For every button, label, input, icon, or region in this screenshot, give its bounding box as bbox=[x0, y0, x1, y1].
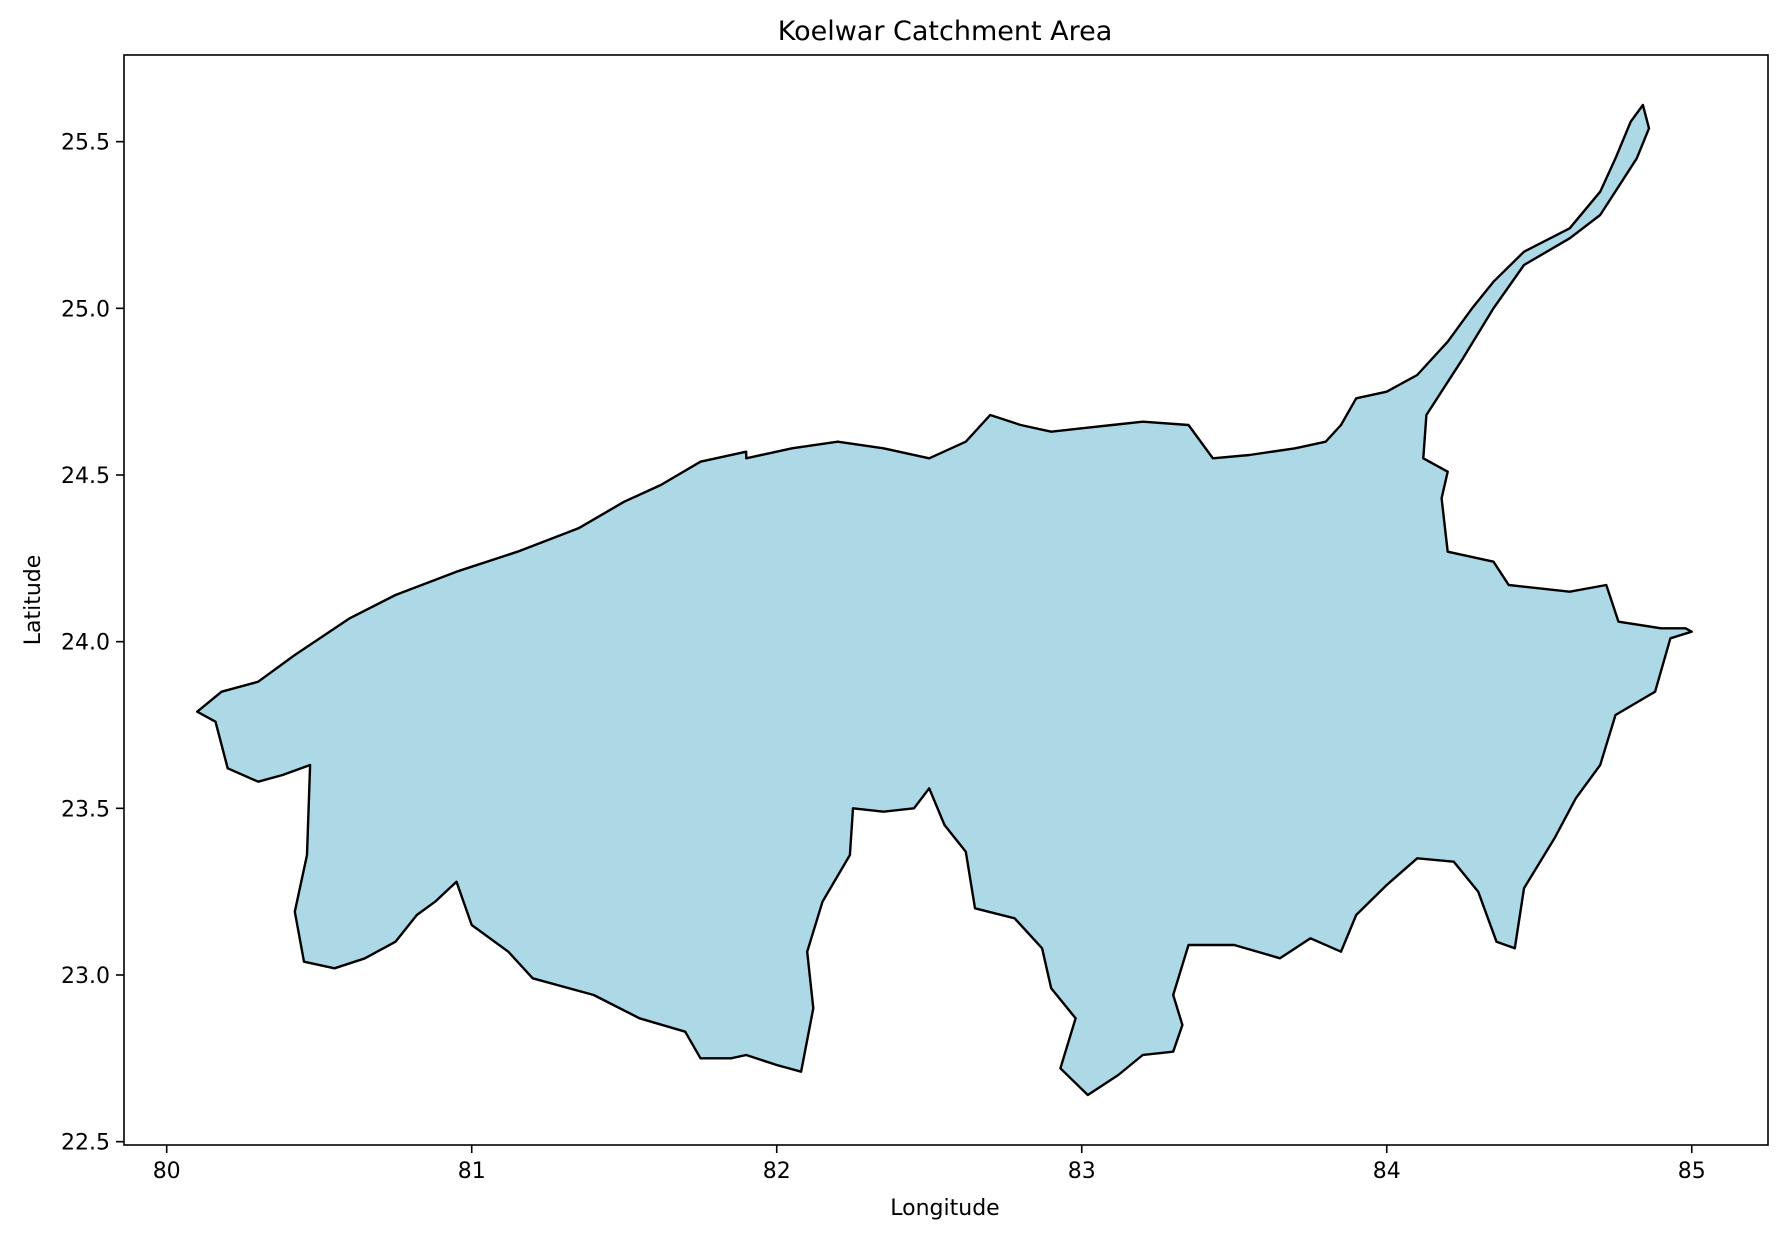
x-axis-label: Longitude bbox=[890, 1196, 999, 1221]
x-tick-label: 80 bbox=[153, 1159, 181, 1184]
y-tick-label: 25.0 bbox=[61, 297, 110, 322]
x-axis-ticks: 80 81 82 83 84 85 bbox=[153, 1145, 1706, 1184]
y-tick-label: 24.5 bbox=[61, 464, 110, 489]
plot-frame bbox=[123, 54, 1769, 1146]
catchment-region bbox=[195, 103, 1693, 1097]
y-tick-label: 23.5 bbox=[61, 797, 110, 822]
catchment-polygon bbox=[195, 103, 1693, 1097]
y-tick-label: 24.0 bbox=[61, 631, 110, 656]
x-tick-label: 83 bbox=[1068, 1159, 1096, 1184]
y-tick-label: 25.5 bbox=[61, 131, 110, 156]
x-tick-label: 84 bbox=[1373, 1159, 1401, 1184]
chart-title: Koelwar Catchment Area bbox=[778, 16, 1113, 47]
y-tick-label: 22.5 bbox=[61, 1131, 110, 1156]
x-tick-label: 82 bbox=[763, 1159, 791, 1184]
y-axis-label: Latitude bbox=[21, 555, 46, 646]
y-tick-label: 23.0 bbox=[61, 964, 110, 989]
x-tick-label: 81 bbox=[458, 1159, 486, 1184]
y-axis-ticks: 22.5 23.0 23.5 24.0 24.5 25.0 25.5 bbox=[61, 131, 124, 1156]
x-tick-label: 85 bbox=[1678, 1159, 1706, 1184]
